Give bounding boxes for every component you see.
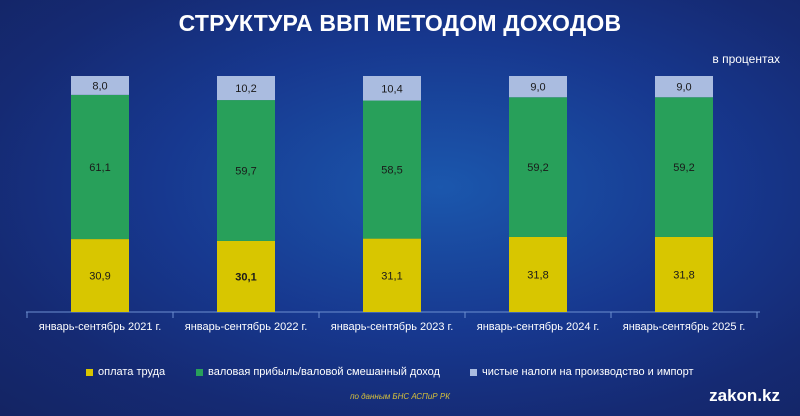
data-label: 9,0 — [676, 82, 691, 94]
data-label: 10,4 — [381, 83, 402, 95]
data-label: 9,0 — [530, 82, 545, 94]
bar-segment-profit — [363, 100, 421, 239]
data-label: 30,1 — [235, 271, 256, 283]
data-label: 30,9 — [89, 271, 110, 283]
legend-item-taxes: чистые налоги на производство и импорт — [470, 366, 694, 378]
legend-label-labor: оплата труда — [98, 366, 166, 378]
source-note: по данным БНС АСПиР РК — [350, 392, 450, 401]
stacked-bar-chart: 30,9 61,1 8,0 январь-сентябрь 2021 г. 30,1 59… — [26, 76, 760, 333]
data-label: 31,1 — [381, 270, 402, 282]
data-label: 31,8 — [673, 269, 694, 281]
bar-segment-labor — [217, 240, 275, 312]
data-label: 10,2 — [235, 83, 256, 95]
data-label: 31,8 — [527, 269, 548, 281]
legend-item-profit: валовая прибыль/валовой смешанный доход — [196, 366, 440, 378]
bar-segment-labor — [363, 238, 421, 312]
x-tick-label: январь-сентябрь 2022 г. — [185, 321, 308, 333]
bar-segment-taxes — [655, 76, 713, 98]
data-label: 59,7 — [235, 166, 256, 178]
legend-label-taxes: чистые налоги на производство и импорт — [482, 366, 694, 378]
unit-note: в процентах — [712, 52, 780, 66]
bar-segment-profit — [217, 100, 275, 241]
bar-segment-taxes — [71, 76, 129, 95]
bar-segment-taxes — [217, 76, 275, 101]
bar-segment-profit — [71, 94, 129, 240]
data-label: 8,0 — [92, 80, 107, 92]
legend-swatch-profit — [196, 368, 203, 376]
bar-segment-labor — [655, 236, 713, 312]
bar-segment-profit — [655, 97, 713, 237]
x-tick-label: январь-сентябрь 2025 г. — [623, 321, 746, 333]
bar-segment-labor — [509, 236, 567, 312]
x-tick-label: январь-сентябрь 2023 г. — [331, 321, 454, 333]
legend-swatch-taxes — [470, 368, 477, 376]
legend-label-profit: валовая прибыль/валовой смешанный доход — [208, 366, 440, 378]
data-label: 61,1 — [89, 162, 110, 174]
data-label: 59,2 — [527, 162, 548, 174]
bar-segment-taxes — [363, 76, 421, 101]
data-label: 58,5 — [381, 165, 402, 177]
bar-segment-labor — [71, 239, 129, 312]
data-label: 59,2 — [673, 162, 694, 174]
bar-segment-profit — [509, 97, 567, 237]
legend-swatch-labor — [86, 368, 93, 376]
x-tick-label: январь-сентябрь 2021 г. — [39, 321, 162, 333]
chart-title: СТРУКТУРА ВВП МЕТОДОМ ДОХОДОВ — [178, 10, 622, 36]
legend-item-labor: оплата труда — [86, 366, 165, 378]
brand-logo: zakon.kz — [709, 386, 780, 405]
x-tick-label: январь-сентябрь 2024 г. — [477, 321, 600, 333]
legend: оплата труда валовая прибыль/валовой сме… — [0, 366, 800, 382]
bar-segment-taxes — [509, 76, 567, 98]
